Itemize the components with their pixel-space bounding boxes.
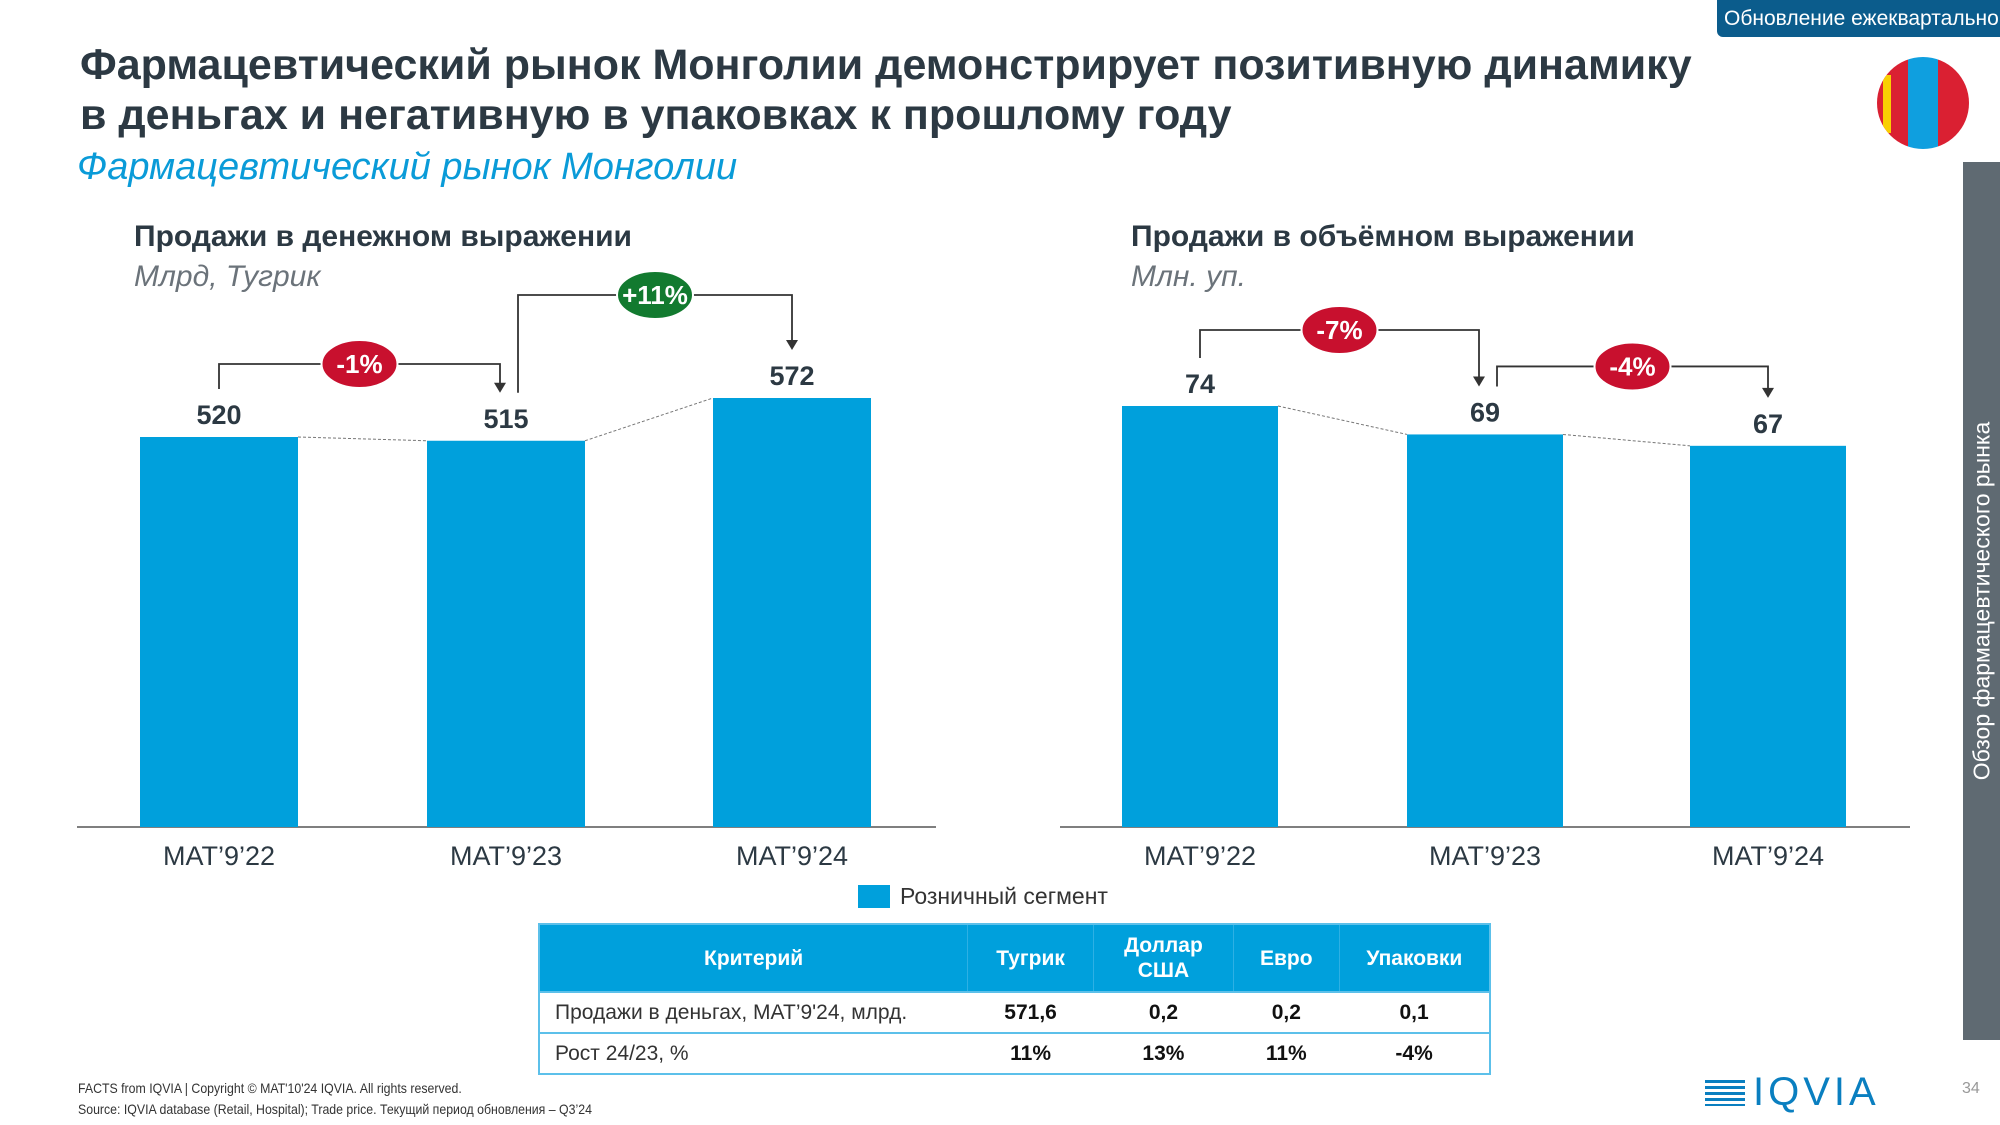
change-label: -1%: [336, 349, 382, 379]
category-label: MAT’9’24: [1712, 841, 1824, 871]
table-header: Тугрик: [967, 924, 1094, 992]
bar: [1407, 434, 1563, 827]
bar: [1122, 406, 1278, 827]
arrow-down-icon: [1762, 387, 1774, 398]
trend-connector: [297, 436, 428, 442]
chart-volume-unit: Млн. уп.: [1131, 260, 1246, 293]
page-title: Фармацевтический рынок Монголии демонстр…: [80, 40, 1840, 140]
update-badge: Обновление ежеквартально: [1717, 0, 2000, 37]
table-header-row: Критерий Тугрик Доллар США Евро Упаковки: [539, 924, 1491, 992]
page-number: 34: [1962, 1080, 1980, 1097]
table-cell: Продажи в деньгах, MAT’9'24, млрд.: [539, 991, 968, 1033]
arrow-down-icon: [1473, 376, 1485, 387]
table-cell: 11%: [967, 1032, 1094, 1074]
footer-copyright: FACTS from IQVIA | Copyright © MAT'10'24…: [78, 1080, 462, 1096]
value-label: 572: [769, 361, 814, 391]
arrow-down-icon: [494, 382, 506, 393]
table-cell: 571,6: [967, 991, 1094, 1033]
logo-text: IQVIA: [1753, 1070, 1880, 1114]
summary-table: Критерий Тугрик Доллар США Евро Упаковки…: [538, 923, 1491, 1075]
change-badge: [320, 339, 399, 389]
legend-label: Розничный сегмент: [900, 883, 1108, 909]
value-label: 515: [483, 404, 528, 434]
iqvia-logo: IQVIA: [1705, 1070, 1880, 1115]
chart-volume-title: Продажи в объёмном выражении: [1131, 220, 1635, 253]
section-sidebar-tab[interactable]: Обзор фармацевтического рынка: [1963, 162, 2000, 1040]
category-label: MAT’9’23: [450, 841, 562, 871]
value-label: 520: [196, 400, 241, 430]
trend-connector: [1562, 433, 1691, 447]
category-label: MAT’9’23: [1429, 841, 1541, 871]
chart-money-unit: Млрд, Тугрик: [134, 260, 321, 293]
change-label: -4%: [1609, 351, 1655, 381]
change-badge: [1300, 305, 1379, 355]
category-label: MAT’9’24: [736, 841, 848, 871]
legend: Розничный сегмент: [858, 883, 1108, 910]
value-label: 69: [1470, 397, 1500, 427]
change-label: +11%: [622, 280, 688, 310]
value-label: 67: [1753, 409, 1783, 439]
table-cell: 11%: [1233, 1032, 1340, 1074]
bar: [140, 437, 298, 827]
trend-connector: [584, 397, 714, 442]
table-cell: 0,1: [1339, 991, 1490, 1033]
trend-connector: [1277, 405, 1408, 435]
table-row: Продажи в деньгах, MAT’9'24, млрд. 571,6…: [539, 991, 1490, 1033]
bar: [713, 398, 871, 827]
change-badge: [616, 270, 694, 320]
page-subtitle: Фармацевтический рынок Монголии: [77, 146, 738, 188]
legend-swatch: [858, 885, 890, 908]
change-label: -7%: [1316, 315, 1362, 345]
value-label: 74: [1185, 369, 1215, 399]
arrow-down-icon: [786, 340, 798, 350]
table-cell: -4%: [1339, 1032, 1490, 1074]
footer: FACTS from IQVIA | Copyright © MAT'10'24…: [78, 1078, 592, 1120]
title-line-1: Фармацевтический рынок Монголии демонстр…: [80, 41, 1692, 89]
logo-lines-icon: [1705, 1079, 1745, 1106]
table-cell: 0,2: [1233, 991, 1340, 1033]
table-cell: 13%: [1093, 1032, 1234, 1074]
bar: [1690, 445, 1846, 827]
change-badge: [1593, 341, 1672, 392]
title-line-2: в деньгах и негативную в упаковках к про…: [80, 91, 1232, 139]
bar: [427, 440, 585, 827]
charts-svg: 520 MAT’9’22 515 MAT’9’23 572 MAT’9’24 -1% +11%…: [77, 270, 1910, 871]
category-label: MAT’9’22: [1144, 841, 1256, 871]
table-header: Упаковки: [1339, 924, 1491, 992]
chart-money-title: Продажи в денежном выражении: [134, 220, 632, 253]
table-header: Доллар США: [1093, 924, 1234, 992]
table-header: Критерий: [539, 924, 969, 992]
footer-source: Source: IQVIA database (Retail, Hospital…: [78, 1101, 592, 1117]
table-header: Евро: [1233, 924, 1340, 992]
category-label: MAT’9’22: [163, 841, 275, 871]
table-cell: 0,2: [1093, 991, 1234, 1033]
table-row: Рост 24/23, % 11% 13% 11% -4%: [539, 1032, 1490, 1074]
table-cell: Рост 24/23, %: [539, 1032, 968, 1074]
